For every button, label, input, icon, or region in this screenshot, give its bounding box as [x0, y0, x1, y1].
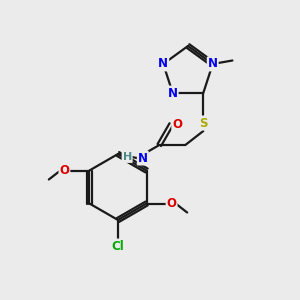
Text: N: N [138, 152, 148, 164]
Text: N: N [208, 58, 218, 70]
Text: Cl: Cl [112, 239, 124, 253]
Text: O: O [59, 164, 69, 177]
Text: O: O [172, 118, 182, 131]
Text: H: H [122, 152, 132, 162]
Text: O: O [167, 197, 177, 210]
Text: N: N [158, 58, 168, 70]
Text: S: S [199, 116, 208, 130]
Text: N: N [168, 86, 178, 100]
